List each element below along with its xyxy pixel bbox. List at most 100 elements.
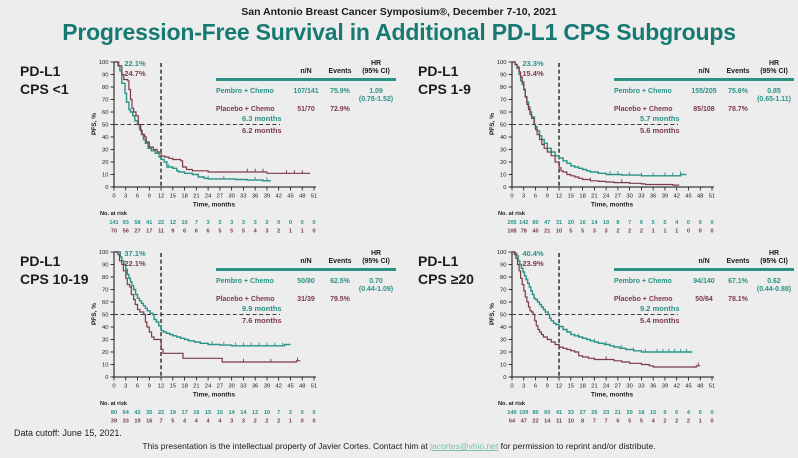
svg-text:0: 0 — [503, 185, 506, 191]
svg-text:20: 20 — [568, 220, 574, 226]
subgroup-label: PD-L1 CPS 1-9 — [418, 62, 471, 98]
svg-text:70: 70 — [102, 98, 108, 104]
svg-text:10: 10 — [264, 410, 270, 416]
svg-text:0: 0 — [503, 375, 506, 381]
landmark-placebo-pct: 23.9% — [522, 259, 544, 269]
svg-text:9: 9 — [171, 229, 174, 235]
svg-text:30: 30 — [626, 194, 632, 200]
svg-text:0: 0 — [301, 419, 304, 425]
placebo-events: 79.5% — [330, 296, 350, 304]
svg-text:5: 5 — [663, 220, 666, 226]
svg-text:0: 0 — [105, 375, 108, 381]
hr-value-cell: 0.70 (0.44-1.09) — [358, 278, 394, 294]
landmark-labels: 22.1% 24.7% — [110, 59, 160, 79]
svg-text:6: 6 — [136, 194, 139, 200]
svg-text:90: 90 — [500, 73, 506, 79]
svg-text:No. at risk: No. at risk — [100, 401, 128, 407]
svg-text:12: 12 — [158, 194, 164, 200]
placebo-events: 78.7% — [728, 106, 748, 114]
svg-text:51: 51 — [709, 194, 715, 200]
svg-text:0: 0 — [312, 410, 315, 416]
svg-text:56: 56 — [123, 229, 129, 235]
svg-text:33: 33 — [638, 194, 644, 200]
median-placebo: 5.4 months — [640, 315, 680, 325]
svg-text:70: 70 — [500, 288, 506, 294]
svg-text:7: 7 — [195, 220, 198, 226]
pembro-row-name: Pembro + Chemo — [216, 278, 274, 286]
svg-text:36: 36 — [650, 384, 656, 390]
pembro-nn: 50/80 — [297, 278, 315, 286]
svg-text:1: 1 — [289, 419, 292, 425]
svg-text:51: 51 — [311, 384, 317, 390]
svg-text:23: 23 — [603, 410, 609, 416]
svg-text:0: 0 — [710, 410, 713, 416]
svg-text:45: 45 — [287, 384, 293, 390]
svg-text:36: 36 — [252, 194, 258, 200]
svg-text:2: 2 — [277, 419, 280, 425]
svg-text:No. at risk: No. at risk — [100, 211, 128, 217]
landmark-placebo-pct: 22.1% — [124, 259, 146, 269]
table-rule — [216, 78, 396, 81]
col-header-events: Events — [328, 67, 352, 75]
svg-text:8: 8 — [616, 220, 619, 226]
svg-text:5: 5 — [242, 229, 245, 235]
subgroup-line1: PD-L1 — [418, 63, 459, 79]
placebo-row-name: Placebo + Chemo — [614, 106, 673, 114]
svg-text:PFS, %: PFS, % — [91, 113, 98, 135]
svg-text:3: 3 — [242, 220, 245, 226]
col-header-events: Events — [726, 257, 750, 265]
landmark-pembro-pct: 22.1% — [124, 59, 146, 68]
svg-text:0: 0 — [699, 410, 702, 416]
svg-text:14: 14 — [591, 220, 598, 226]
svg-text:2: 2 — [265, 419, 268, 425]
svg-text:42: 42 — [134, 410, 140, 416]
col-header-hr: HR (95% CI) — [362, 60, 390, 76]
pembro-nn: 94/140 — [693, 278, 715, 286]
svg-text:35: 35 — [146, 410, 152, 416]
svg-text:51: 51 — [311, 194, 317, 200]
svg-text:42: 42 — [673, 384, 679, 390]
svg-text:60: 60 — [102, 300, 108, 306]
svg-text:142: 142 — [519, 220, 528, 226]
svg-text:0: 0 — [312, 229, 315, 235]
svg-text:109: 109 — [519, 410, 528, 416]
pembro-events: 62.5% — [330, 278, 350, 286]
col-header-nn: n/N — [698, 67, 710, 75]
svg-text:Time, months: Time, months — [193, 392, 236, 399]
svg-text:100: 100 — [99, 60, 109, 66]
svg-text:16: 16 — [146, 419, 152, 425]
svg-text:90: 90 — [102, 73, 108, 79]
subgroup-line1: PD-L1 — [418, 253, 459, 269]
contact-email-link[interactable]: jacortes@vhio.net — [430, 441, 499, 451]
svg-text:15: 15 — [217, 410, 223, 416]
svg-text:48: 48 — [299, 194, 305, 200]
svg-text:90: 90 — [500, 263, 506, 269]
svg-text:60: 60 — [544, 410, 550, 416]
svg-text:21: 21 — [615, 410, 621, 416]
svg-text:64: 64 — [509, 419, 516, 425]
disclaimer-text-pre: This presentation is the intellectual pr… — [142, 441, 431, 451]
symposium-header: San Antonio Breast Cancer Symposium®, De… — [241, 6, 557, 18]
col-header-nn: n/N — [698, 257, 710, 265]
svg-text:0: 0 — [312, 220, 315, 226]
svg-text:20: 20 — [627, 410, 633, 416]
landmark-pembro-pct: 40.4% — [522, 249, 544, 258]
svg-text:0: 0 — [301, 220, 304, 226]
svg-text:50: 50 — [102, 313, 108, 319]
hr-table: n/N Events HR (95% CI) Pembro + Chemo 94/… — [614, 250, 794, 309]
svg-text:No. at risk: No. at risk — [498, 211, 526, 217]
svg-text:20: 20 — [102, 160, 108, 166]
hr-table: n/N Events HR (95% CI) Pembro + Chemo 50/… — [216, 250, 396, 309]
svg-text:12: 12 — [556, 194, 562, 200]
svg-text:18: 18 — [579, 384, 585, 390]
svg-text:2: 2 — [687, 419, 690, 425]
svg-text:20: 20 — [500, 160, 506, 166]
svg-text:Time, months: Time, months — [193, 202, 236, 209]
svg-text:0: 0 — [112, 194, 115, 200]
landmark-pembro-pct: 23.3% — [522, 59, 544, 68]
svg-text:PFS, %: PFS, % — [91, 303, 98, 325]
